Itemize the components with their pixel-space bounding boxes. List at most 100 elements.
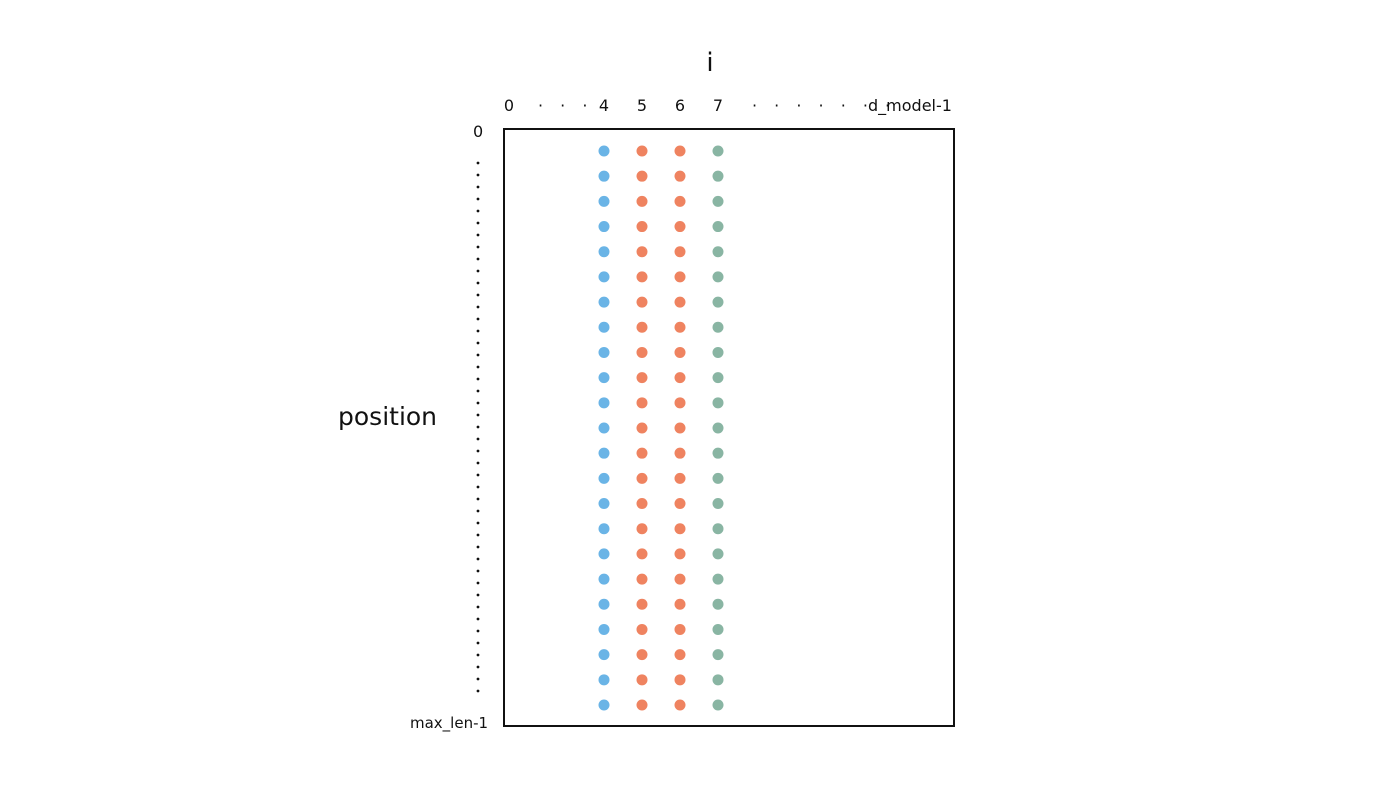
dot-col-5-row-5 (636, 271, 648, 283)
dot-col-5-row-20 (636, 649, 648, 661)
col-tick-7: 7 (712, 96, 724, 115)
dot-col-7-row-14 (712, 498, 724, 510)
dot-col-4-row-7 (598, 321, 610, 333)
dot-col-4-row-3 (598, 221, 610, 233)
dot-col-6-row-16 (674, 548, 686, 560)
dot-col-7-row-3 (712, 221, 724, 233)
dot-col-6-row-9 (674, 372, 686, 384)
dot-col-4-row-0 (598, 145, 610, 157)
dot-col-5-row-14 (636, 498, 648, 510)
dot-col-5-row-9 (636, 372, 648, 384)
dot-col-6-row-8 (674, 346, 686, 358)
dot-col-4-row-14 (598, 498, 610, 510)
dot-col-6-row-5 (674, 271, 686, 283)
dot-col-5-row-18 (636, 598, 648, 610)
dot-col-7-row-17 (712, 573, 724, 585)
dot-col-5-row-11 (636, 422, 648, 434)
dot-col-5-row-17 (636, 573, 648, 585)
dot-col-7-row-20 (712, 649, 724, 661)
dot-col-7-row-5 (712, 271, 724, 283)
dot-col-7-row-18 (712, 598, 724, 610)
col-tick-5: 5 (636, 96, 648, 115)
dot-col-6-row-20 (674, 649, 686, 661)
dot-col-5-row-21 (636, 674, 648, 686)
dot-col-4-row-21 (598, 674, 610, 686)
row-tick-0: 0 (473, 122, 484, 141)
dot-col-7-row-22 (712, 699, 724, 711)
dot-col-6-row-14 (674, 498, 686, 510)
col-ellipsis-left: · · · (538, 96, 594, 115)
dot-col-6-row-13 (674, 472, 686, 484)
dot-col-4-row-1 (598, 170, 610, 182)
dot-col-5-row-7 (636, 321, 648, 333)
dot-col-7-row-8 (712, 346, 724, 358)
dot-col-4-row-10 (598, 397, 610, 409)
dot-col-6-row-6 (674, 296, 686, 308)
dot-col-5-row-10 (636, 397, 648, 409)
dot-col-4-row-11 (598, 422, 610, 434)
dot-col-6-row-17 (674, 573, 686, 585)
dot-col-5-row-16 (636, 548, 648, 560)
dot-col-5-row-22 (636, 699, 648, 711)
dot-col-5-row-3 (636, 221, 648, 233)
dot-col-7-row-15 (712, 523, 724, 535)
dot-col-5-row-4 (636, 246, 648, 258)
x-axis-title: i (706, 48, 714, 78)
col-tick-d-model: d_model-1 (868, 96, 952, 115)
dot-col-6-row-2 (674, 195, 686, 207)
col-tick-6: 6 (674, 96, 686, 115)
dot-col-6-row-19 (674, 623, 686, 635)
dot-col-7-row-4 (712, 246, 724, 258)
dot-col-5-row-8 (636, 346, 648, 358)
dot-col-4-row-18 (598, 598, 610, 610)
dot-col-4-row-2 (598, 195, 610, 207)
dot-col-5-row-0 (636, 145, 648, 157)
dot-col-6-row-21 (674, 674, 686, 686)
dot-col-4-row-17 (598, 573, 610, 585)
dot-col-6-row-11 (674, 422, 686, 434)
col-tick-0: 0 (503, 96, 515, 115)
dot-col-6-row-0 (674, 145, 686, 157)
dot-col-7-row-7 (712, 321, 724, 333)
y-axis-title: position (338, 402, 438, 431)
dot-col-7-row-12 (712, 447, 724, 459)
encoding-matrix-frame (503, 128, 955, 727)
dot-col-4-row-20 (598, 649, 610, 661)
dot-col-4-row-15 (598, 523, 610, 535)
dot-col-7-row-6 (712, 296, 724, 308)
dot-col-6-row-4 (674, 246, 686, 258)
dot-col-7-row-0 (712, 145, 724, 157)
dot-col-6-row-15 (674, 523, 686, 535)
dot-col-6-row-1 (674, 170, 686, 182)
dot-col-4-row-12 (598, 447, 610, 459)
dot-col-6-row-22 (674, 699, 686, 711)
col-tick-4: 4 (598, 96, 610, 115)
dot-col-6-row-12 (674, 447, 686, 459)
dot-col-7-row-11 (712, 422, 724, 434)
dot-col-4-row-8 (598, 346, 610, 358)
dot-col-5-row-2 (636, 195, 648, 207)
dot-col-7-row-1 (712, 170, 724, 182)
dot-col-5-row-15 (636, 523, 648, 535)
dot-col-4-row-9 (598, 372, 610, 384)
dot-col-4-row-6 (598, 296, 610, 308)
dot-col-7-row-19 (712, 623, 724, 635)
dot-col-4-row-13 (598, 472, 610, 484)
col-ellipsis-right: · · · · · · · (752, 96, 897, 115)
dot-col-5-row-19 (636, 623, 648, 635)
dot-col-6-row-10 (674, 397, 686, 409)
dot-col-6-row-18 (674, 598, 686, 610)
dot-col-6-row-7 (674, 321, 686, 333)
dot-col-7-row-13 (712, 472, 724, 484)
dot-col-4-row-4 (598, 246, 610, 258)
dot-col-4-row-22 (598, 699, 610, 711)
dot-col-4-row-5 (598, 271, 610, 283)
dot-col-7-row-10 (712, 397, 724, 409)
dot-col-4-row-16 (598, 548, 610, 560)
dot-col-7-row-16 (712, 548, 724, 560)
row-tick-max-len: max_len-1 (410, 714, 489, 732)
dot-col-5-row-1 (636, 170, 648, 182)
dot-col-5-row-12 (636, 447, 648, 459)
